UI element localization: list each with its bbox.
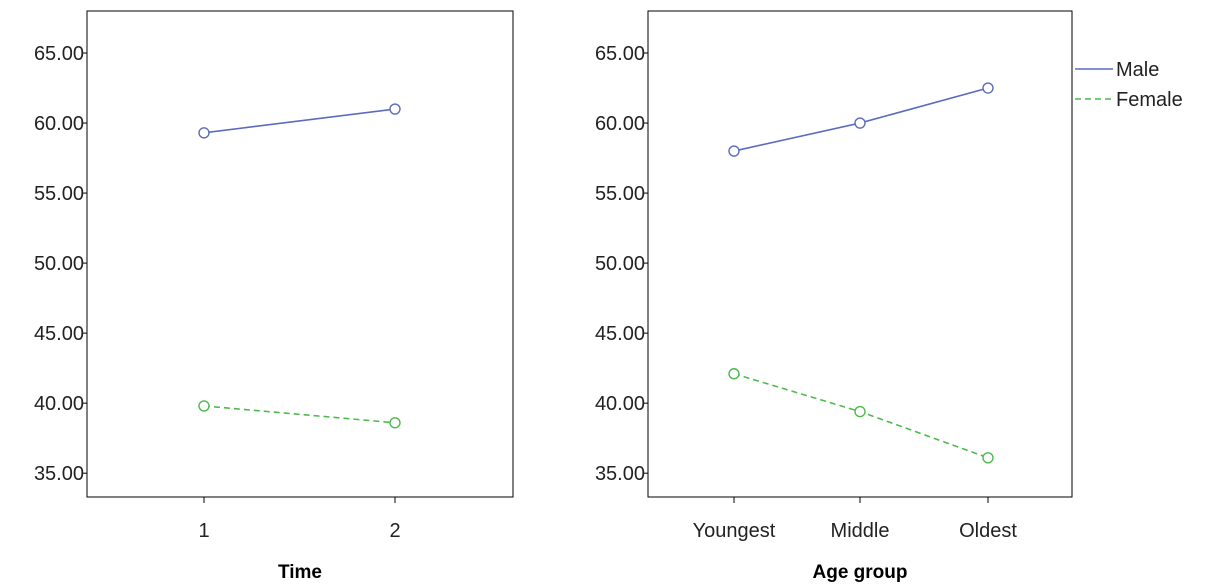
data-point-male xyxy=(854,117,866,129)
data-point-male xyxy=(389,103,401,115)
plot-frame xyxy=(647,10,1073,498)
y-tick-label: 55.00 xyxy=(34,183,84,205)
x-tick-label: Oldest xyxy=(959,520,1017,542)
data-point-female xyxy=(982,452,994,464)
x-axis-title: Age group xyxy=(813,562,908,583)
y-tick-label: 65.00 xyxy=(34,43,84,65)
data-point-female xyxy=(389,417,401,429)
y-tick-label: 45.00 xyxy=(34,323,84,345)
y-tick-label: 35.00 xyxy=(34,463,84,485)
y-tick-label: 50.00 xyxy=(595,253,645,275)
y-tick-label: 35.00 xyxy=(595,463,645,485)
plot-frame xyxy=(86,10,514,498)
y-tick-label: 40.00 xyxy=(595,393,645,415)
data-point-female xyxy=(728,368,740,380)
y-tick-label: 60.00 xyxy=(595,113,645,135)
data-point-male xyxy=(728,145,740,157)
series-line-male xyxy=(203,108,396,134)
data-point-male xyxy=(982,82,994,94)
data-point-male xyxy=(198,127,210,139)
y-tick-label: 40.00 xyxy=(34,393,84,415)
data-point-female xyxy=(854,405,866,418)
y-tick-label: 65.00 xyxy=(595,43,645,65)
x-tick-label: Youngest xyxy=(693,520,776,542)
y-tick-label: 60.00 xyxy=(34,113,84,135)
legend-label-female: Female xyxy=(1116,89,1183,111)
data-point-female xyxy=(198,400,210,412)
series-line-female xyxy=(203,405,396,424)
x-tick-label: 1 xyxy=(198,520,209,542)
y-tick-label: 55.00 xyxy=(595,183,645,205)
y-tick-label: 50.00 xyxy=(34,253,84,275)
y-tick-label: 45.00 xyxy=(595,323,645,345)
age-group-chart-panel: 35.00 40.00 45.00 50.00 55.00 60.00 65.00 Young… xyxy=(595,10,1073,583)
x-axis-title: Time xyxy=(278,562,322,583)
time-chart-panel: 35.00 40.00 45.00 50.00 55.00 60.00 65.00 1 2 Tim… xyxy=(34,10,514,583)
x-tick-label: 2 xyxy=(389,520,400,542)
legend: Male Female xyxy=(1075,59,1183,111)
legend-label-male: Male xyxy=(1116,59,1159,81)
x-tick-label: Middle xyxy=(831,520,890,542)
